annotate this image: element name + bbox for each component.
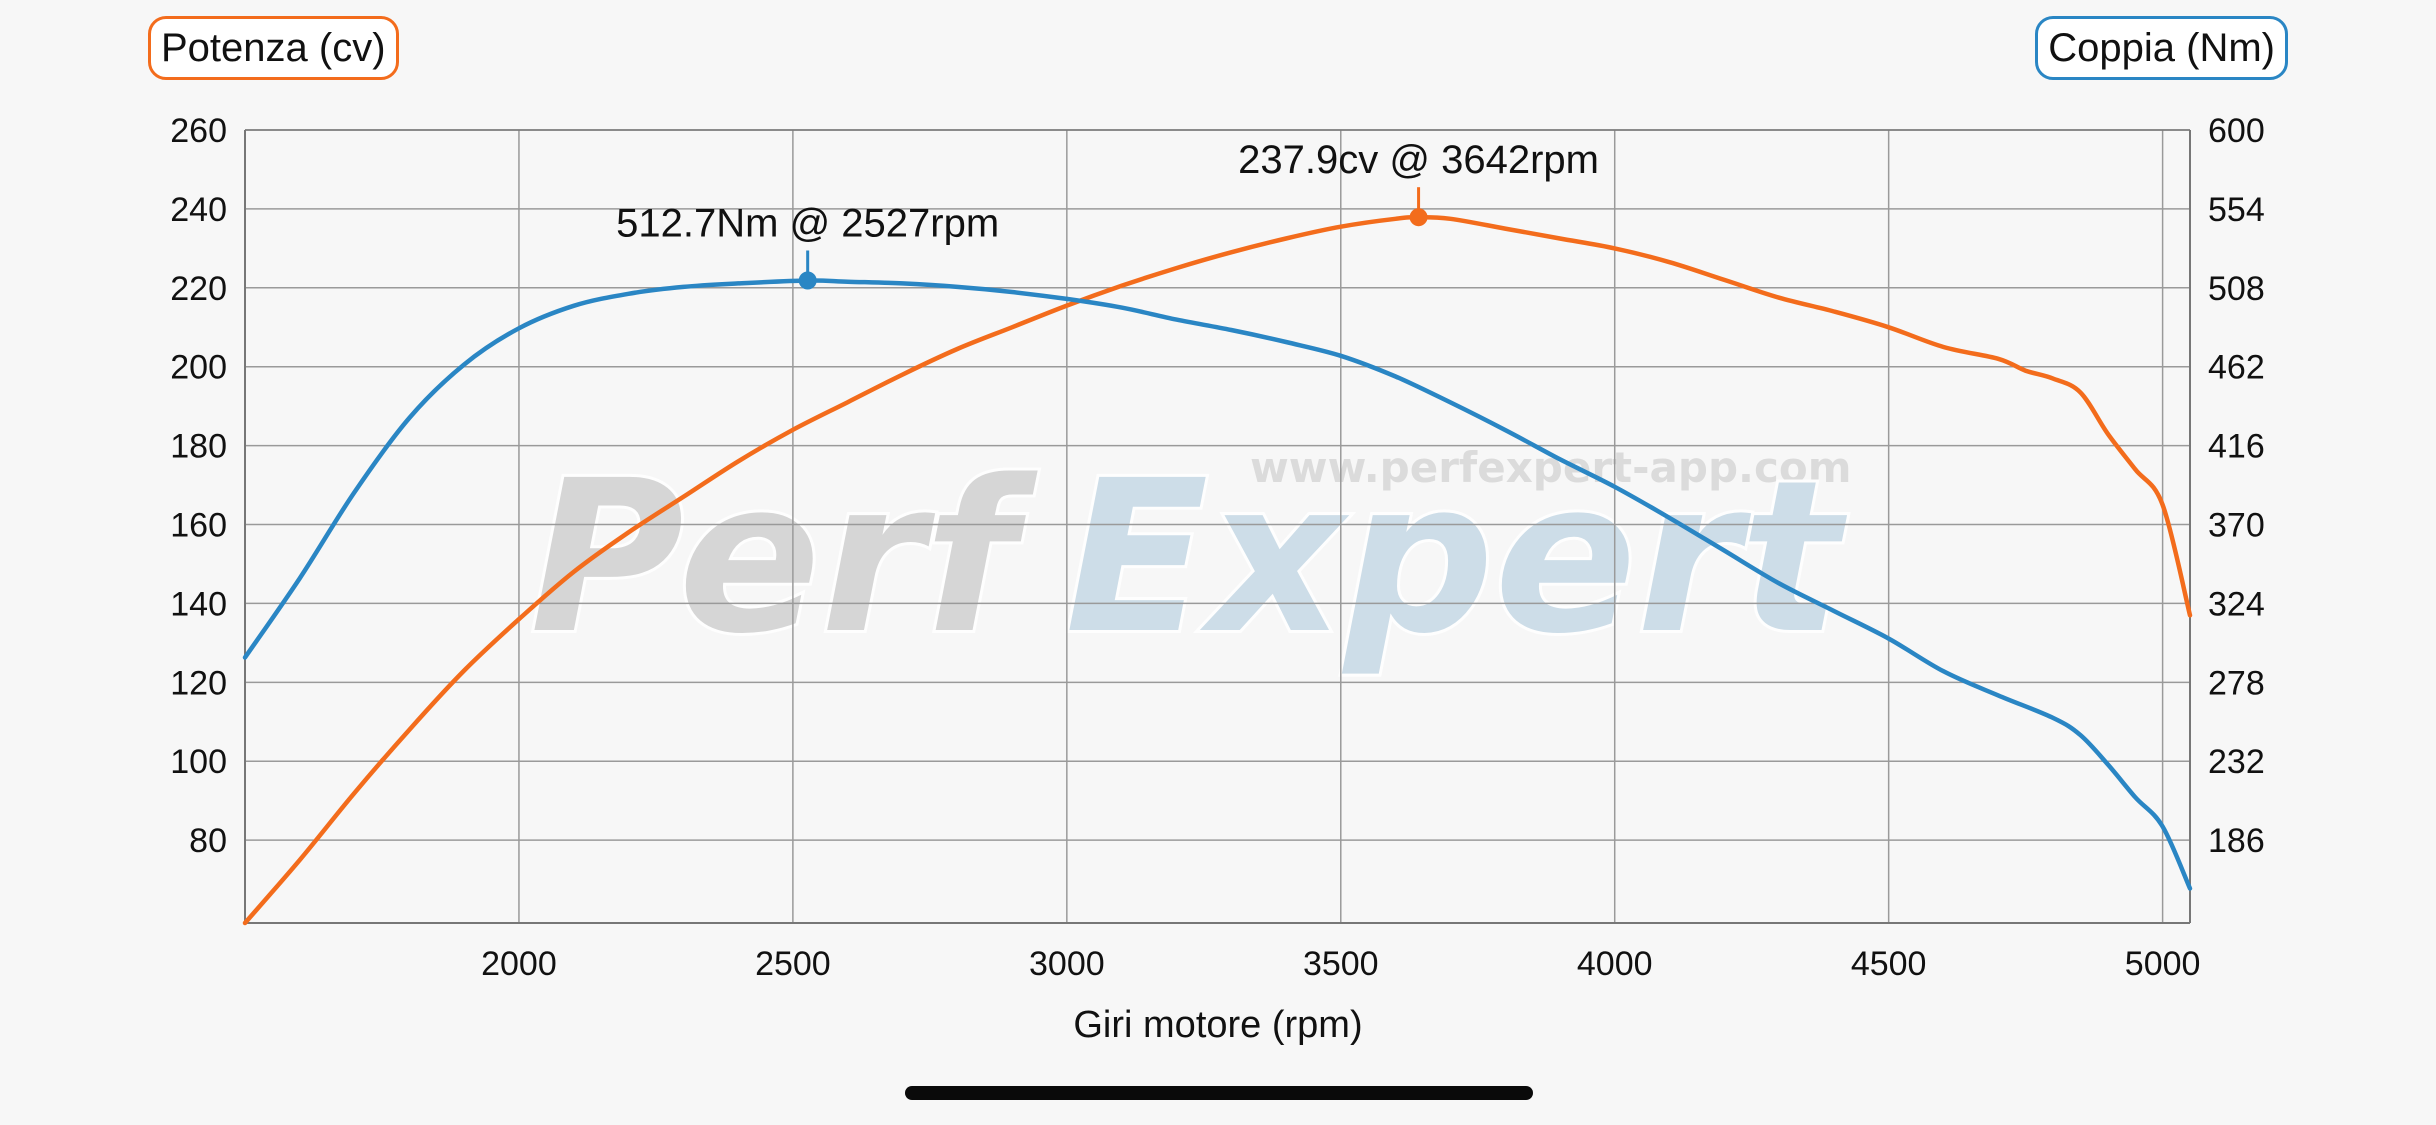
x-tick-label: 3500 <box>1303 945 1379 983</box>
chart-annotations: 512.7Nm @ 2527rpm 237.9cv @ 3642rpm <box>616 138 1599 290</box>
x-tick-label: 4000 <box>1577 945 1653 983</box>
right-tick-label: 600 <box>2208 112 2265 150</box>
left-tick-label: 240 <box>170 191 227 229</box>
x-tick-label: 2000 <box>481 945 557 983</box>
right-tick-label: 416 <box>2208 428 2265 466</box>
right-tick-label: 554 <box>2208 191 2265 229</box>
x-tick-label: 3000 <box>1029 945 1105 983</box>
right-axis-ticks: 186 232 278 324 370 416 462 508 554 600 <box>2208 112 2265 860</box>
watermark-brand-left: Perf <box>530 435 1038 680</box>
right-tick-label: 370 <box>2208 507 2265 545</box>
chart-series <box>242 214 2193 926</box>
chart-axes <box>244 129 2191 924</box>
left-tick-label: 80 <box>189 822 227 860</box>
x-tick-label: 2500 <box>755 945 831 983</box>
right-tick-label: 508 <box>2208 270 2265 308</box>
x-tick-label: 4500 <box>1851 945 1927 983</box>
left-tick-label: 260 <box>170 112 227 150</box>
left-tick-label: 140 <box>170 585 227 623</box>
left-tick-label: 180 <box>170 428 227 466</box>
torque-axis-badge: Coppia (Nm) <box>2035 16 2288 80</box>
left-axis-ticks: 80 100 120 140 160 180 200 220 240 260 <box>170 112 227 860</box>
x-axis-label: Giri motore (rpm) <box>1073 1004 1362 1046</box>
chart-grid <box>245 129 2190 923</box>
left-tick-label: 100 <box>170 743 227 781</box>
left-tick-label: 160 <box>170 507 227 545</box>
annotation-label: 512.7Nm @ 2527rpm <box>616 201 999 245</box>
watermark-url: www.perfexpert-app.com <box>1250 443 1852 492</box>
right-tick-label: 186 <box>2208 822 2265 860</box>
watermark-brand-right: Expert <box>1065 435 1847 680</box>
power-axis-badge: Potenza (cv) <box>148 16 399 80</box>
annotation-label: 237.9cv @ 3642rpm <box>1238 138 1599 182</box>
x-tick-label: 5000 <box>2125 945 2201 983</box>
torque-curve <box>242 278 2193 891</box>
left-tick-label: 220 <box>170 270 227 308</box>
annotation-marker <box>1409 208 1428 227</box>
left-tick-label: 200 <box>170 349 227 387</box>
right-tick-label: 462 <box>2208 349 2265 387</box>
left-tick-label: 120 <box>170 664 227 702</box>
x-axis-ticks: 2000 2500 3000 3500 4000 4500 5000 <box>481 945 2200 983</box>
power-curve <box>242 214 2193 926</box>
right-tick-label: 232 <box>2208 743 2265 781</box>
annotation-marker <box>798 271 817 290</box>
home-indicator[interactable] <box>905 1086 1533 1100</box>
right-tick-label: 278 <box>2208 664 2265 702</box>
right-tick-label: 324 <box>2208 585 2265 623</box>
perfexpert-watermark: www.perfexpert-app.com Perf Expert <box>527 432 1852 683</box>
